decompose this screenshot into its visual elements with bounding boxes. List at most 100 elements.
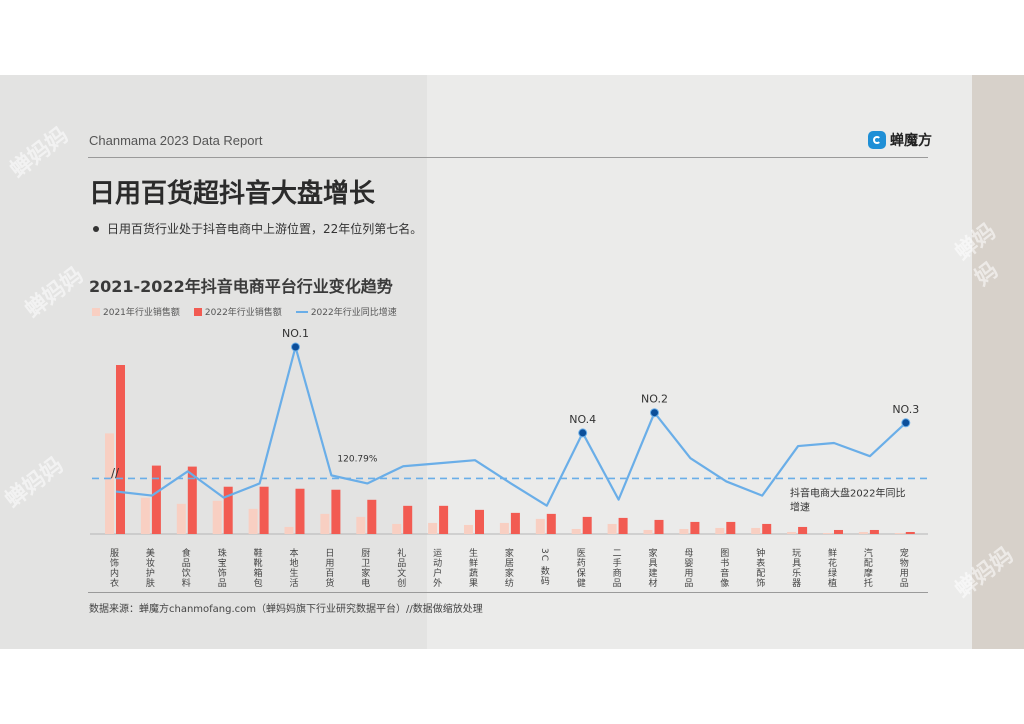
bar-2021 <box>823 532 832 534</box>
bar-2022 <box>439 505 449 534</box>
rank-marker <box>578 428 588 438</box>
category-label: 本地生活 <box>288 547 299 588</box>
bullet-point: 日用百货行业处于抖音电商中上游位置，22年位列第七名。 <box>93 220 422 237</box>
bar-2021 <box>787 531 797 534</box>
bar-2021 <box>679 528 689 534</box>
chart-legend: 2021年行业销售额 2022年行业销售额 2022年行业同比增速 <box>92 305 397 318</box>
bar-2021 <box>751 527 761 534</box>
header-divider <box>88 157 928 158</box>
bar-2022 <box>187 466 197 534</box>
bar-2021 <box>392 523 402 534</box>
category-label: 医药保健 <box>575 548 586 588</box>
bar-2021 <box>212 500 222 534</box>
bar-2021 <box>248 508 258 534</box>
rank-label: NO.3 <box>892 403 919 416</box>
rank-label: NO.4 <box>569 413 596 426</box>
growth-value-label: 120.79% <box>337 454 377 464</box>
bar-2022 <box>151 465 161 534</box>
bar-2021 <box>140 497 150 534</box>
bar-2021 <box>715 527 725 534</box>
category-label: 图书音像 <box>718 548 729 588</box>
category-label: 礼品文创 <box>395 547 406 588</box>
category-label: 母婴用品 <box>682 548 693 588</box>
category-label: 鞋靴箱包 <box>252 547 263 588</box>
bar-2022 <box>259 486 269 534</box>
bar-2022 <box>403 505 413 534</box>
bar-2021 <box>428 522 438 534</box>
footer-divider <box>88 592 928 593</box>
rank-marker <box>650 408 659 418</box>
bar-2022 <box>367 499 377 534</box>
category-label: 日用百货 <box>323 548 334 588</box>
bar-2021 <box>464 524 473 534</box>
bar-2022 <box>295 488 305 534</box>
category-label: 钟表配饰 <box>754 547 765 588</box>
bar-2021 <box>535 518 545 534</box>
bar-2021 <box>356 516 366 534</box>
brand-name: 蝉魔方 <box>890 133 932 149</box>
category-label: 生鲜蔬果 <box>467 547 478 588</box>
bar-2022 <box>331 489 341 534</box>
bar-2022 <box>798 526 808 534</box>
bar-2022 <box>475 509 484 534</box>
bar-2021 <box>176 503 186 534</box>
legend-swatch-2022 <box>193 307 202 316</box>
bar-2022 <box>546 513 556 534</box>
bullet-text: 日用百货行业处于抖音电商中上游位置，22年位列第七名。 <box>107 222 423 236</box>
category-label: 运动户外 <box>431 548 442 588</box>
bar-2022 <box>618 517 628 534</box>
bullet-dot <box>93 225 99 232</box>
legend-item-2021: 2021年行业销售额 <box>92 305 180 318</box>
legend-label-2022: 2022年行业销售额 <box>204 308 282 318</box>
bar-2022 <box>690 521 700 534</box>
legend-label-2021: 2021年行业销售额 <box>103 308 180 318</box>
rank-marker <box>901 418 911 428</box>
rank-marker <box>291 342 300 352</box>
bar-2021 <box>858 531 868 534</box>
axis-break-mark: // <box>111 466 120 480</box>
legend-swatch-growth <box>295 310 308 313</box>
category-label: 汽配摩托 <box>862 547 873 588</box>
data-source: 数据来源：蝉魔方chanmofang.com（蝉妈妈旗下行业研究数据平台）//数… <box>89 604 483 615</box>
category-label: 宠物用品 <box>898 547 909 588</box>
category-label: 厨卫家电 <box>359 548 370 588</box>
category-label: 家居家纺 <box>503 547 514 588</box>
growth-line <box>115 345 907 507</box>
bar-2021 <box>284 526 294 534</box>
bar-2022 <box>223 486 233 534</box>
rank-label: NO.2 <box>641 393 668 406</box>
report-title: Chanmama 2023 Data Report <box>89 133 263 148</box>
right-strip <box>972 75 1024 649</box>
bar-2021 <box>571 528 581 534</box>
brand: 蝉魔方 <box>868 130 932 150</box>
bar-2021 <box>607 523 617 534</box>
bar-2021 <box>643 529 653 534</box>
bar-2022 <box>582 516 592 534</box>
category-label: 食品饮料 <box>180 547 191 588</box>
category-label: 美妆护肤 <box>144 547 155 588</box>
rank-label: NO.1 <box>282 327 309 340</box>
chanmofang-logo-icon <box>868 131 886 149</box>
bar-2021 <box>499 522 509 534</box>
legend-item-growth: 2022年行业同比增速 <box>295 305 397 318</box>
baseline-label: 抖音电商大盘2022年同比 <box>790 486 905 499</box>
category-label: 二手商品 <box>611 548 622 588</box>
legend-label-growth: 2022年行业同比增速 <box>310 308 397 318</box>
bar-2022 <box>762 523 772 534</box>
slide-background: 蝉妈妈 蝉妈妈 蝉妈妈 蝉妈妈 蝉妈妈 Chanmama 2023 Data R… <box>0 75 1024 649</box>
middle-panel <box>427 75 972 649</box>
legend-swatch-2021 <box>92 307 100 316</box>
category-label: 服饰内衣 <box>108 548 119 588</box>
legend-item-2022: 2022年行业销售额 <box>193 305 282 318</box>
bar-2022 <box>834 529 843 534</box>
bar-2022 <box>116 365 125 534</box>
category-label: 珠宝饰品 <box>216 547 227 588</box>
bar-2022 <box>510 512 520 534</box>
chart-title: 2021-2022年抖音电商平台行业变化趋势 <box>89 277 393 296</box>
bar-2022 <box>654 519 664 534</box>
bar-2021 <box>894 532 904 534</box>
category-label: 鲜花绿植 <box>826 547 837 588</box>
bar-2022 <box>869 529 879 534</box>
page-title: 日用百货超抖音大盘增长 <box>89 179 376 209</box>
